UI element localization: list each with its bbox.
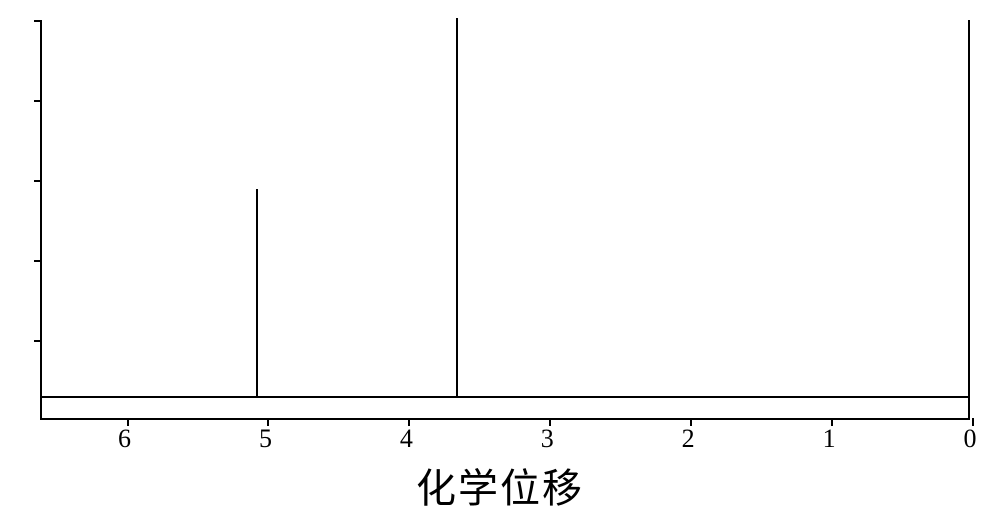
spectrum-peak [456,18,458,398]
x-tick-label: 3 [541,424,554,454]
y-tick [34,100,42,102]
x-tick-label: 5 [259,424,272,454]
y-tick [34,180,42,182]
x-tick-label: 1 [823,424,836,454]
spectrum-peak [256,189,258,398]
baseline [42,396,970,398]
x-axis-title: 化学位移 [416,456,584,514]
y-tick [34,260,42,262]
y-tick [34,20,42,22]
y-tick [34,340,42,342]
plot-right-border [968,20,970,418]
plot-area [40,20,970,420]
x-tick-label: 0 [964,424,977,454]
x-tick-label: 4 [400,424,413,454]
x-tick-label: 2 [682,424,695,454]
x-tick-label: 6 [118,424,131,454]
nmr-chart: 0123456 化学位移 [20,14,980,502]
